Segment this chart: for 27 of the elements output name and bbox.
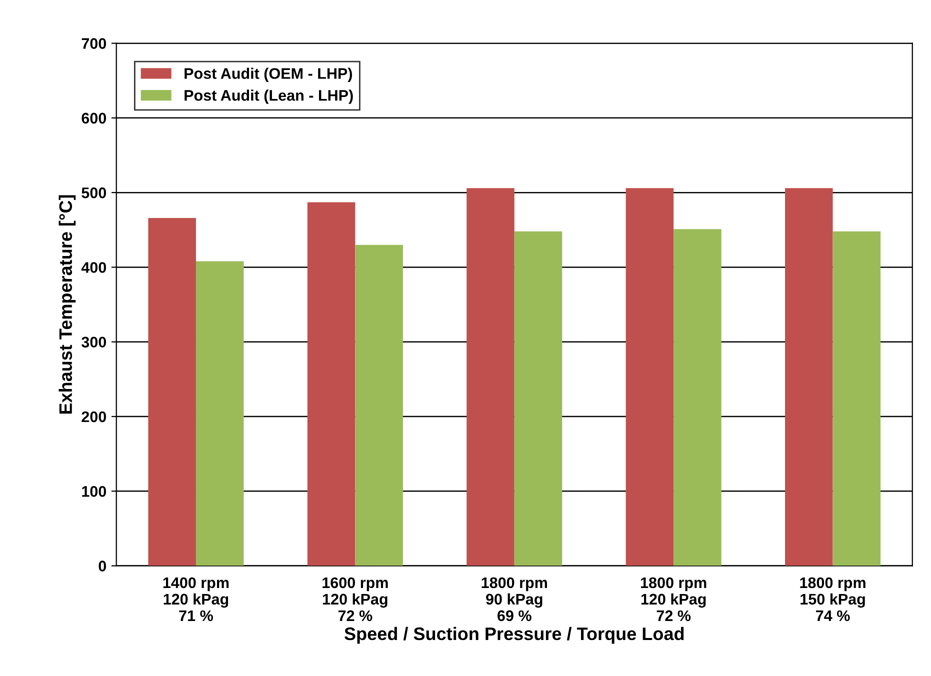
y-tick-label: 100 <box>82 486 106 497</box>
bar <box>307 202 356 566</box>
x-tick-label: 1400 rpm 120 kPag 71 % <box>163 577 229 622</box>
y-tick-label: 600 <box>82 112 106 124</box>
y-tick-label: 300 <box>82 336 106 348</box>
x-tick-label: 1600 rpm 120 kPag 72 % <box>322 577 388 622</box>
y-tick-label: 700 <box>82 38 106 49</box>
x-tick-label: 1800 rpm 90 kPag 69 % <box>482 577 547 622</box>
y-axis-title: Exhaust Temperature [°C] <box>58 195 76 414</box>
y-tick-label: 0 <box>98 560 106 572</box>
bar <box>626 188 674 566</box>
bar <box>674 229 722 566</box>
bar <box>148 218 196 566</box>
x-tick-label: 1800 rpm 120 kPag 72 % <box>640 577 706 622</box>
x-axis-title: Speed / Suction Pressure / Torque Load <box>344 626 684 644</box>
x-tick-label: 1800 rpm 150 kPag 74 % <box>800 577 866 622</box>
bar <box>355 244 403 566</box>
bar <box>514 231 562 566</box>
y-tick-label: 500 <box>82 187 106 198</box>
legend-label: Post Audit (Lean - LHP) <box>184 90 353 104</box>
legend-label: Post Audit (OEM - LHP) <box>184 68 352 82</box>
y-tick-label: 200 <box>82 411 106 422</box>
bar <box>832 231 881 566</box>
bar <box>785 188 833 566</box>
y-tick-label: 400 <box>81 262 106 273</box>
bar <box>196 261 244 566</box>
bar <box>466 188 514 566</box>
